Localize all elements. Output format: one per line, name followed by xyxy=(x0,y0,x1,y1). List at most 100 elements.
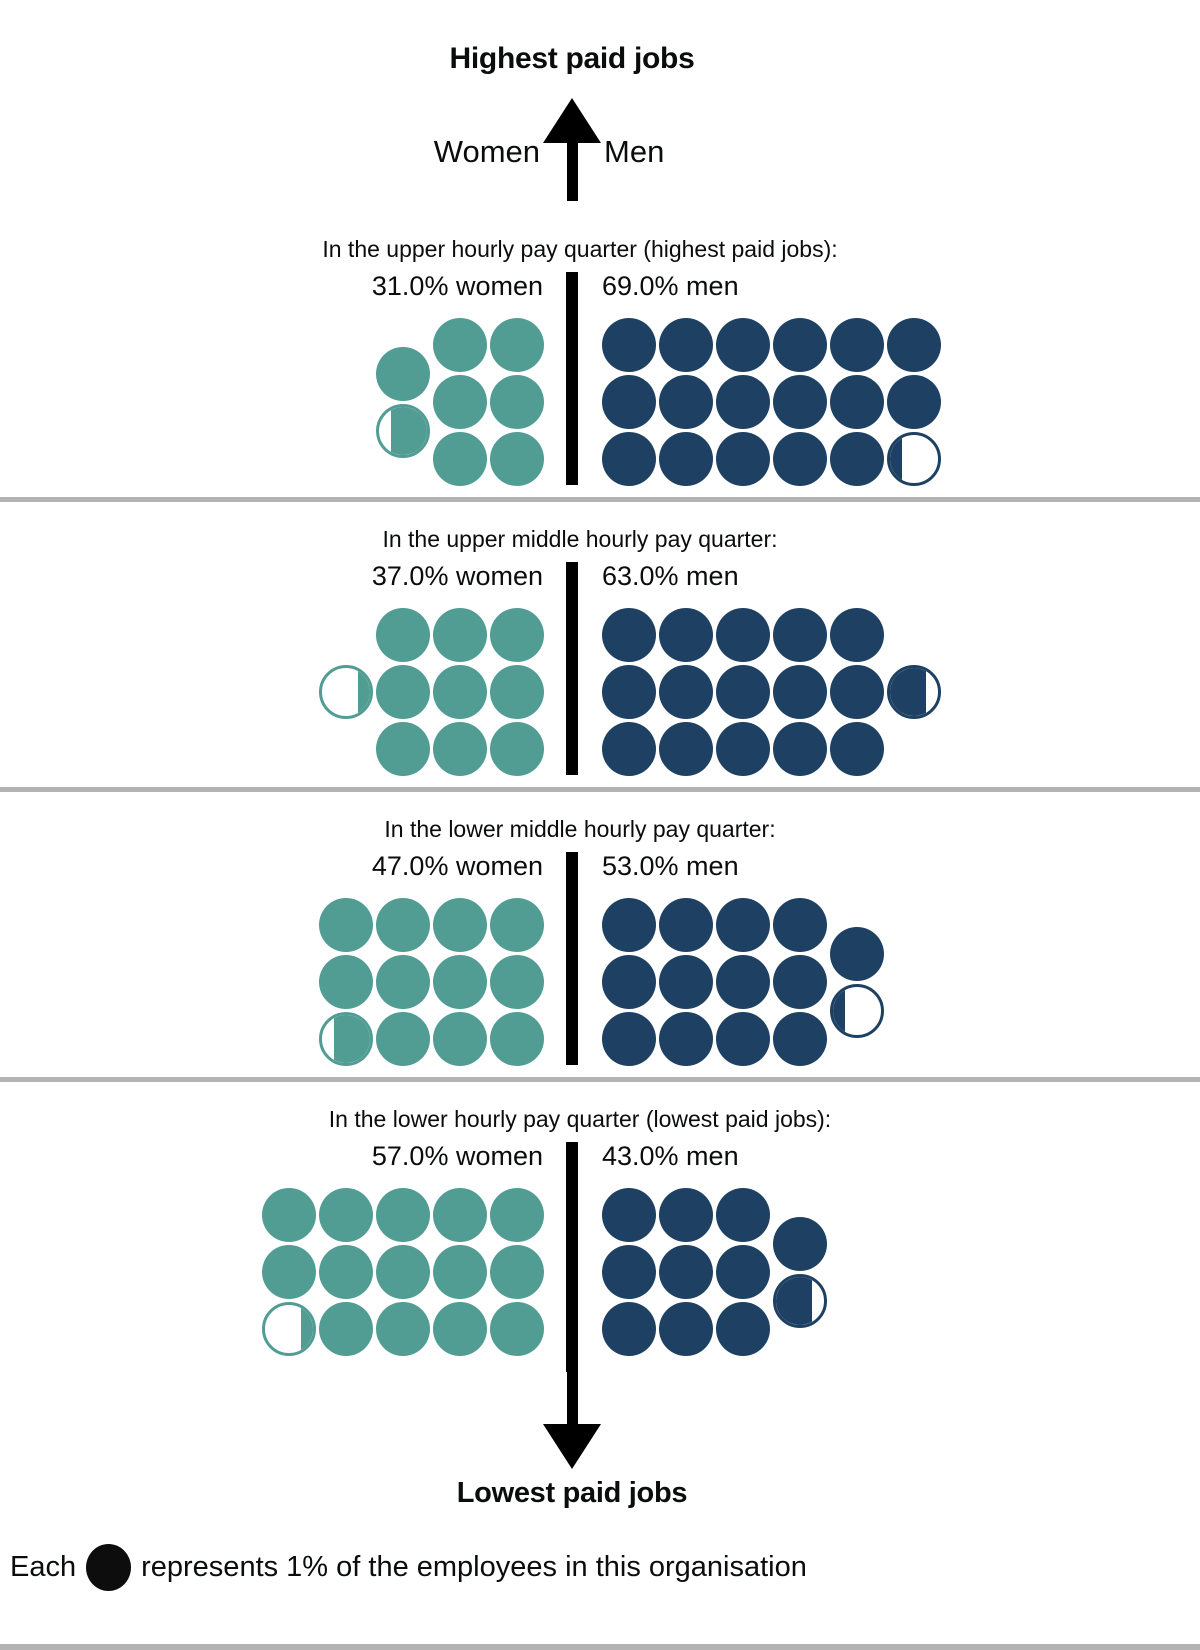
waffle-column xyxy=(600,318,657,489)
percent-dot xyxy=(715,375,770,429)
percent-dot xyxy=(489,898,544,952)
percent-dot xyxy=(375,955,430,1009)
men-percent-label: 53.0% men xyxy=(602,851,739,881)
percent-dot xyxy=(886,375,941,429)
partial-dot-fill xyxy=(889,668,926,716)
waffle-column xyxy=(431,898,488,1069)
percent-dot xyxy=(375,1012,430,1066)
partial-dot-fill xyxy=(300,1305,313,1353)
percent-dot xyxy=(772,1216,827,1271)
partial-percent-dot xyxy=(772,1273,827,1328)
percent-dot xyxy=(489,1302,544,1356)
waffle-column xyxy=(431,1188,488,1359)
quarter-waffles xyxy=(0,898,1200,1069)
quarter-waffles xyxy=(0,1188,1200,1359)
percent-dot xyxy=(489,318,544,372)
waffle-column xyxy=(317,608,374,779)
percent-dot xyxy=(375,722,430,776)
pay-quarter-sections: In the upper hourly pay quarter (highest… xyxy=(0,212,1200,1372)
partial-dot-fill xyxy=(390,406,427,455)
percent-dot xyxy=(318,1302,373,1356)
percent-dot xyxy=(886,318,941,372)
percent-dot xyxy=(375,898,430,952)
percent-dot xyxy=(715,608,770,662)
axis-up-arrow xyxy=(543,98,601,201)
percent-dot xyxy=(432,665,487,719)
percent-dot xyxy=(489,432,544,486)
axis-right-label: Men xyxy=(604,134,665,169)
men-waffle-zone xyxy=(600,608,1200,779)
percent-dot xyxy=(715,898,770,952)
waffle-column xyxy=(488,608,545,779)
percent-dot xyxy=(715,1245,770,1299)
quarter-title: In the upper hourly pay quarter (highest… xyxy=(322,236,838,262)
percent-dot xyxy=(658,608,713,662)
women-waffle-zone xyxy=(0,318,545,489)
pay-quarter-section: In the lower middle hourly pay quarter: … xyxy=(0,792,1200,1082)
percent-dot xyxy=(375,665,430,719)
waffle-column xyxy=(885,318,942,489)
legend-prefix: Each xyxy=(10,1551,77,1583)
waffle-column xyxy=(374,1188,431,1359)
percent-dot xyxy=(658,955,713,1009)
waffle-column xyxy=(488,898,545,1069)
percent-dot xyxy=(489,665,544,719)
women-waffle xyxy=(260,1188,545,1359)
bottom-divider-bar xyxy=(0,1644,1200,1650)
axis-bottom-label: Lowest paid jobs xyxy=(456,1477,688,1509)
waffle-column xyxy=(488,1188,545,1359)
percent-dot xyxy=(601,432,656,486)
percent-dot xyxy=(658,318,713,372)
percent-dot xyxy=(261,1188,316,1242)
pay-quarter-section: In the lower hourly pay quarter (lowest … xyxy=(0,1082,1200,1372)
percent-dot xyxy=(601,1012,656,1066)
waffle-column xyxy=(431,318,488,489)
waffle-column xyxy=(600,1188,657,1359)
women-waffle xyxy=(317,898,545,1069)
percent-dot xyxy=(375,1188,430,1242)
quarter-title: In the lower middle hourly pay quarter: xyxy=(384,816,776,842)
quarter-percent-labels: 47.0% women 53.0% men xyxy=(0,851,1200,882)
quarter-title: In the upper middle hourly pay quarter: xyxy=(382,526,778,552)
percent-dot xyxy=(772,432,827,486)
center-divider-line xyxy=(566,272,578,485)
pay-quarter-section: In the upper middle hourly pay quarter: … xyxy=(0,502,1200,792)
percent-dot xyxy=(432,318,487,372)
percent-dot xyxy=(261,1245,316,1299)
men-waffle xyxy=(600,898,885,1069)
percent-dot xyxy=(432,608,487,662)
waffle-column xyxy=(771,318,828,489)
percent-dot xyxy=(658,665,713,719)
axis-down-arrow xyxy=(543,1372,601,1469)
waffle-column xyxy=(374,898,431,1069)
partial-dot-fill xyxy=(889,435,902,483)
percent-dot xyxy=(601,898,656,952)
percent-dot xyxy=(489,955,544,1009)
men-percent-label: 69.0% men xyxy=(602,271,739,301)
pay-quarter-section: In the upper hourly pay quarter (highest… xyxy=(0,212,1200,502)
waffle-column xyxy=(714,318,771,489)
partial-dot-fill xyxy=(832,986,845,1035)
waffle-column xyxy=(657,898,714,1069)
waffle-column xyxy=(600,898,657,1069)
percent-dot xyxy=(432,722,487,776)
women-percent-label: 37.0% women xyxy=(371,561,543,591)
quarter-waffles xyxy=(0,608,1200,779)
partial-percent-dot xyxy=(318,1012,373,1066)
percent-dot xyxy=(601,1302,656,1356)
waffle-column xyxy=(657,1188,714,1359)
quarter-percent-labels: 57.0% women 43.0% men xyxy=(0,1141,1200,1172)
partial-dot-fill xyxy=(775,1276,812,1325)
waffle-column xyxy=(317,1188,374,1359)
percent-dot xyxy=(601,608,656,662)
quarter-percent-labels: 31.0% women 69.0% men xyxy=(0,271,1200,302)
percent-dot xyxy=(715,1302,770,1356)
waffle-column xyxy=(374,318,431,489)
percent-dot xyxy=(829,608,884,662)
percent-dot xyxy=(601,665,656,719)
percent-dot xyxy=(601,1245,656,1299)
percent-dot xyxy=(829,926,884,981)
percent-dot xyxy=(432,432,487,486)
percent-dot xyxy=(715,722,770,776)
percent-dot xyxy=(601,955,656,1009)
